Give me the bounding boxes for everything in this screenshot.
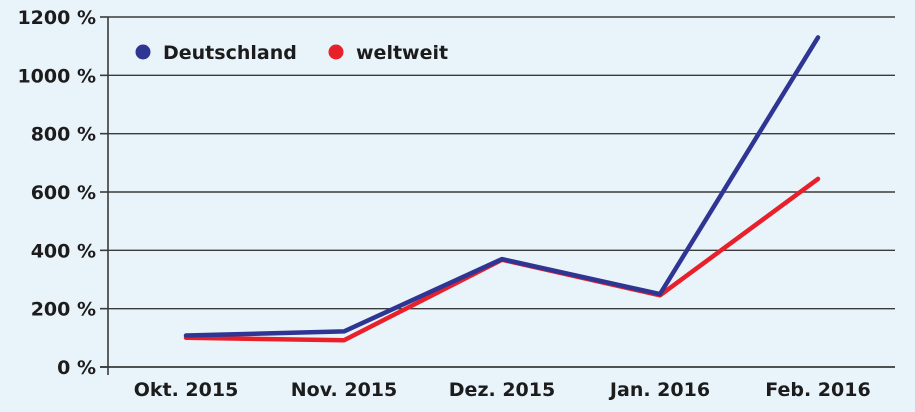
series-line-deutschland [183, 35, 821, 338]
legend-label-deutschland: Deutschland [163, 42, 297, 64]
y-tick-label: 1000 % [17, 65, 96, 87]
axes [100, 16, 895, 375]
y-tick-label: 0 % [57, 357, 96, 379]
y-tick-label: 200 % [31, 299, 96, 321]
y-tick-label: 800 % [31, 124, 96, 146]
y-tick-label: 400 % [31, 240, 96, 262]
series-lines [183, 35, 821, 343]
x-tick-label: Dez. 2015 [449, 379, 555, 401]
x-tick-label: Jan. 2016 [608, 379, 710, 401]
legend-marker-deutschland [135, 44, 151, 60]
y-tick-label: 1200 % [17, 7, 96, 29]
y-tick-labels: 0 % 200 % 400 % 600 % 800 % 1000 % 1200 % [17, 7, 96, 379]
legend-label-weltweit: weltweit [356, 42, 448, 64]
legend: Deutschland weltweit [135, 42, 448, 64]
x-tick-labels: Okt. 2015 Nov. 2015 Dez. 2015 Jan. 2016 Feb.… [134, 379, 871, 401]
legend-marker-weltweit [328, 44, 344, 60]
x-tick-label: Nov. 2015 [291, 379, 398, 401]
y-tick-label: 600 % [31, 182, 96, 204]
gridlines [108, 16, 895, 310]
x-tick-label: Feb. 2016 [765, 379, 870, 401]
x-tick-label: Okt. 2015 [134, 379, 239, 401]
